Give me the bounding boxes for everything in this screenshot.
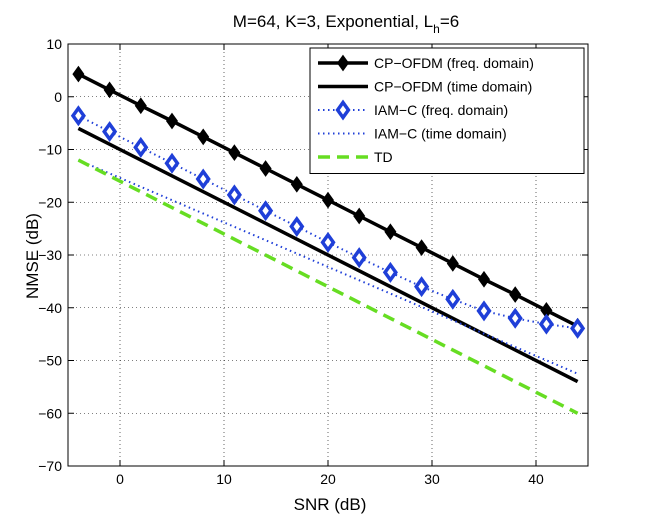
data-point-marker: [570, 317, 586, 339]
series-line: [78, 159, 578, 375]
legend-box: [309, 47, 585, 174]
data-point-marker: [165, 112, 179, 130]
series-5: [77, 158, 579, 415]
data-point-marker: [197, 128, 210, 146]
data-point-marker: [103, 81, 116, 99]
y-tick-label: −50: [38, 353, 62, 369]
data-point-marker: [384, 223, 397, 241]
x-tick-label: 0: [116, 471, 124, 487]
data-point-marker: [507, 307, 523, 329]
data-point-marker: [228, 144, 241, 162]
data-point-marker: [72, 65, 85, 83]
legend-marker: [336, 54, 350, 72]
data-point-marker: [290, 175, 303, 193]
x-tick-label: 10: [216, 471, 232, 487]
data-point-marker: [476, 300, 492, 322]
series-3: [70, 105, 586, 339]
data-point-marker: [258, 200, 274, 222]
y-tick-label: 0: [54, 89, 62, 105]
y-tick-label: −30: [38, 247, 62, 263]
legend-label: IAM−C (time domain): [374, 126, 507, 142]
data-point-marker: [446, 255, 459, 272]
legend-item: IAM−C (time domain): [318, 126, 507, 142]
data-point-marker: [445, 288, 461, 310]
data-point-marker: [509, 286, 522, 303]
y-tick-label: 10: [46, 36, 62, 52]
y-tick-label: −40: [38, 300, 62, 316]
series-2: [77, 126, 579, 384]
y-axis-label: NMSE (dB): [23, 213, 42, 299]
data-point-marker: [164, 152, 180, 174]
x-tick-label: 30: [424, 471, 440, 487]
y-tick-label: −70: [38, 458, 62, 474]
title-main: M=64, K=3, Exponential, L: [233, 12, 433, 31]
x-tick-label: 40: [528, 471, 544, 487]
data-point-marker: [351, 247, 367, 269]
data-point-marker: [353, 207, 366, 225]
data-point-marker: [226, 184, 242, 206]
data-point-marker: [70, 105, 86, 127]
title-subscript: h: [433, 22, 440, 36]
series-line: [77, 158, 579, 415]
data-point-marker: [414, 276, 430, 298]
data-point-marker: [415, 239, 428, 256]
legend-label: TD: [374, 149, 393, 165]
legend-label: CP−OFDM (time domain): [374, 79, 532, 95]
data-point-marker: [289, 216, 305, 238]
legend: CP−OFDM (freq. domain) CP−OFDM (time doma…: [309, 47, 585, 174]
data-point-marker: [382, 261, 398, 283]
chart-title: M=64, K=3, Exponential, Lh=6: [233, 12, 459, 36]
y-tick-label: −10: [38, 142, 62, 158]
legend-item: CP−OFDM (freq. domain): [318, 54, 534, 72]
series-4: [78, 159, 578, 375]
data-point-marker: [477, 270, 491, 288]
legend-item: TD: [318, 149, 393, 165]
legend-item: IAM−C (freq. domain): [318, 99, 508, 121]
data-point-marker: [102, 121, 118, 143]
legend-label: IAM−C (freq. domain): [374, 102, 508, 118]
x-axis-label: SNR (dB): [294, 495, 367, 514]
series-line: [77, 114, 578, 330]
data-point-marker: [538, 313, 554, 335]
data-point-marker: [133, 136, 149, 158]
y-tick-label: −60: [38, 405, 62, 421]
series-line: [77, 126, 579, 384]
legend-label: CP−OFDM (freq. domain): [374, 55, 534, 71]
data-point-marker: [320, 231, 336, 253]
data-point-marker: [259, 160, 272, 177]
legend-item: CP−OFDM (time domain): [318, 79, 532, 95]
data-point-marker: [195, 168, 211, 190]
title-suffix: =6: [440, 12, 459, 31]
legend-marker: [335, 99, 351, 121]
x-tick-label: 20: [320, 471, 336, 487]
data-point-marker: [321, 191, 335, 209]
y-tick-label: −20: [38, 194, 62, 210]
data-point-marker: [134, 97, 147, 115]
